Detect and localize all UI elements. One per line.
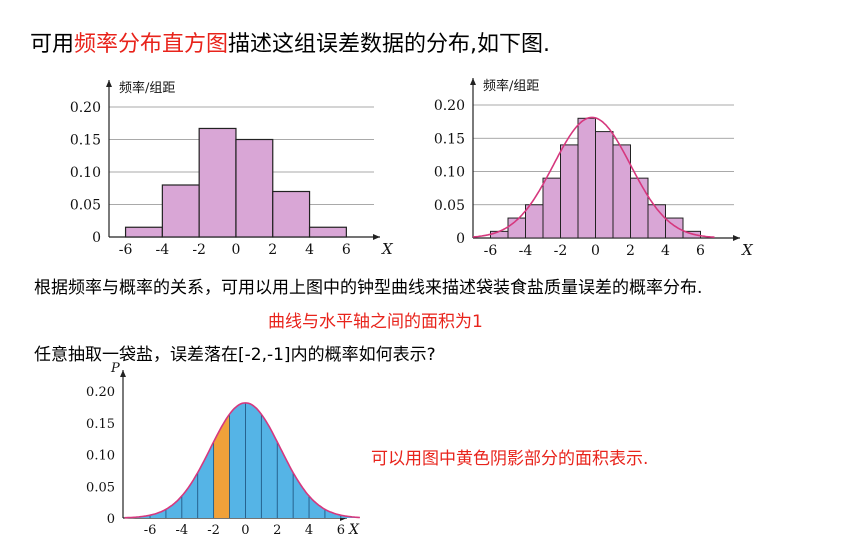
histogram-bar [682,230,701,239]
x-tick-label: 6 [342,242,351,258]
histogram-bar [525,204,544,239]
x-tick-label: 6 [337,523,345,538]
body-text-relation: 根据频率与概率的关系，可用以用上图中的钟型曲线来描述袋装食盐质量误差的概率分布. [34,278,703,298]
histogram-bar [235,138,274,238]
y-tick-label: 0.10 [70,165,101,181]
normal-curve-chart: 0 0.05 0.10 0.15 0.20 -6 -4 -2 0 2 4 6 X P [86,361,360,538]
histogram-bar [577,117,596,239]
question-text: 任意抽取一袋盐，误差落在[-2,-1]内的概率如何表示? [34,345,436,365]
histogram-bar [198,127,237,238]
x-axis-arrow [373,234,380,240]
heading-prefix: 可用 [30,32,75,57]
x-tick-label: -4 [519,243,533,259]
normal-curve [124,402,360,519]
y-tick-label: 0.20 [434,98,465,114]
x-tick-label: 0 [591,243,600,259]
y-tick-label: 0.15 [70,133,101,149]
y-tick-label: 0.20 [70,100,101,116]
x-axis-label: X [741,241,754,259]
y-tick-label: 0.15 [434,131,465,147]
x-tick-label: 4 [305,242,314,258]
y-tick-label: 0 [107,512,115,527]
x-tick-label: 2 [273,523,281,538]
histogram-bar [308,226,347,238]
highlighted-interval-area [213,414,230,518]
histogram-bar [272,190,311,238]
histogram-bar [490,230,509,239]
y-tick-label: 0.10 [434,165,465,181]
x-tick-label: 4 [305,523,313,538]
histogram-curve-chart: 0 0.05 0.10 0.15 0.20 -6 -4 -2 0 2 4 6 X 频率/组距 [434,78,754,259]
y-tick-label: 0 [456,231,465,247]
y-axis-arrow [106,80,112,87]
y-axis-label: 频率/组距 [119,80,175,96]
x-tick-label: 0 [231,242,240,258]
histogram-bar [560,144,579,239]
y-tick-label: 0 [92,230,101,246]
y-axis-label: 频率/组距 [483,78,539,94]
area-note: 曲线与水平轴之间的面积为1 [268,312,483,332]
histogram-bar [630,177,649,239]
histogram-bar [161,184,200,238]
histogram-bar [124,226,163,238]
y-tick-label: 0.10 [86,449,115,464]
y-axis-label: P [110,361,120,376]
x-tick-label: 4 [661,243,670,259]
y-tick-label: 0.05 [434,198,465,214]
x-tick-label: -6 [484,243,498,259]
x-tick-label: 2 [626,243,635,259]
y-tick-label: 0.15 [86,417,115,432]
y-axis-arrow [120,370,126,377]
histogram-bar [595,131,614,239]
bell-curve [472,116,715,238]
x-tick-label: -4 [156,242,170,258]
x-tick-label: 2 [268,242,277,258]
x-axis-arrow [733,235,740,241]
x-tick-label: -2 [554,243,568,259]
y-tick-label: 0.05 [70,198,101,214]
y-tick-label: 0.05 [86,480,115,495]
page-heading: 可用频率分布直方图描述这组误差数据的分布,如下图. [30,26,550,58]
blue-area [124,402,360,518]
x-axis-label: X [381,240,394,258]
x-tick-label: -2 [207,523,220,538]
x-tick-label: -6 [144,523,157,538]
y-axis-arrow [470,78,476,85]
answer-text: 可以用图中黄色阴影部分的面积表示. [371,449,649,469]
x-tick-label: -2 [192,242,206,258]
x-tick-label: -6 [119,242,133,258]
x-tick-label: 0 [241,523,249,538]
histogram-bar [542,177,561,239]
heading-highlight: 频率分布直方图 [74,32,229,57]
heading-suffix: 描述这组误差数据的分布,如下图. [228,32,551,57]
x-axis-label: X [348,522,360,538]
x-tick-label: -4 [175,523,188,538]
histogram-chart: 0 0.05 0.10 0.15 0.20 -6 -4 -2 0 2 4 6 X 频率/组距 [70,80,394,258]
x-tick-label: 6 [696,243,705,259]
y-tick-label: 0.20 [86,385,115,400]
